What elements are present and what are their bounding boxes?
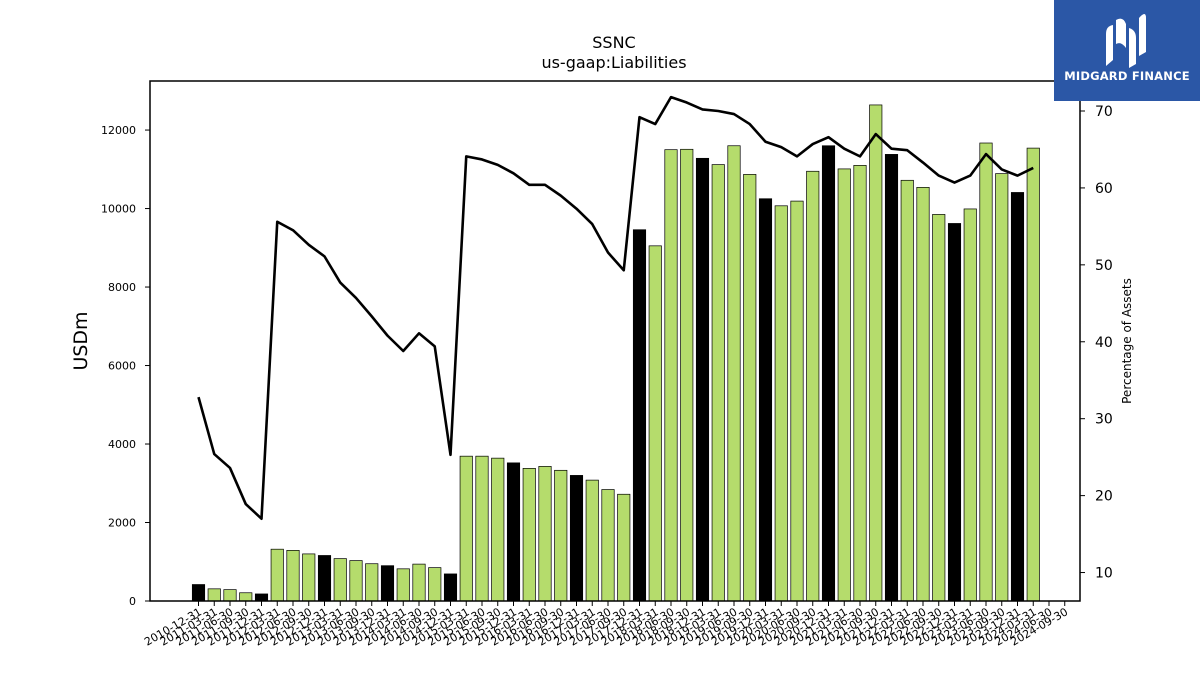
bar — [916, 187, 930, 602]
bar — [632, 229, 647, 602]
bar — [302, 553, 316, 602]
y-tick-label: 4000 — [108, 438, 136, 451]
bar — [239, 592, 253, 602]
percentage-line — [197, 95, 1034, 520]
bar — [995, 173, 1009, 602]
bar — [491, 457, 505, 602]
bar — [412, 563, 426, 602]
bar — [254, 593, 269, 602]
bar — [900, 179, 914, 602]
bar — [585, 479, 599, 602]
bar — [821, 145, 836, 602]
bar — [333, 558, 347, 602]
bar — [207, 588, 221, 602]
bar — [191, 584, 206, 602]
bar — [727, 145, 741, 602]
y-tick-label: 8000 — [108, 281, 136, 294]
y2-tick-label: 70 — [1095, 104, 1113, 120]
chart-subtitle: us-gaap:Liabilities — [541, 53, 686, 72]
plot-frame — [149, 80, 1081, 602]
bar — [223, 589, 237, 602]
y2-tick-label: 10 — [1095, 566, 1113, 582]
bar — [790, 200, 804, 602]
bar — [680, 148, 694, 602]
bar — [443, 573, 458, 602]
bar — [664, 149, 678, 602]
bar — [695, 157, 710, 602]
bar — [317, 555, 332, 602]
y-tick-label: 10000 — [101, 203, 136, 216]
bar — [617, 493, 631, 602]
bar — [711, 164, 725, 602]
bar — [743, 174, 757, 602]
bar — [270, 548, 284, 602]
y2-axis-label: Percentage of Assets — [1120, 278, 1134, 404]
bar — [396, 568, 410, 602]
brand-logo: MIDGARD FINANCE — [1054, 0, 1200, 101]
y-tick-label: 12000 — [101, 124, 136, 137]
y2-tick-label: 20 — [1095, 489, 1113, 505]
bar — [459, 455, 473, 602]
plot-area: 0 2000 4000 6000 8000 10000 12000 10 20 30 40 50 60 7… — [101, 80, 1113, 649]
bar — [774, 205, 788, 602]
bar — [349, 560, 363, 602]
bar — [932, 214, 946, 602]
y-axis-label: USDm — [70, 311, 92, 370]
bar — [1010, 192, 1025, 602]
bar — [365, 563, 379, 602]
y-tick-label: 6000 — [108, 360, 136, 373]
bar — [806, 170, 820, 602]
bar — [947, 223, 962, 602]
chart-title: SSNC — [592, 33, 635, 52]
midgard-finance-logo-icon — [1106, 14, 1146, 68]
bar — [538, 466, 552, 602]
bar — [758, 198, 773, 602]
bar — [522, 468, 536, 602]
bar — [569, 475, 584, 602]
bar — [475, 455, 489, 602]
y-tick-label: 0 — [129, 595, 136, 608]
bar — [963, 208, 977, 602]
y2-tick-label: 60 — [1095, 181, 1113, 197]
bar — [1026, 147, 1040, 602]
bar — [853, 165, 867, 602]
bar — [554, 469, 568, 602]
bar — [837, 168, 851, 602]
bar — [884, 154, 899, 602]
bar — [979, 142, 993, 602]
y2-tick-label: 30 — [1095, 412, 1113, 428]
logo-text: MIDGARD FINANCE — [1064, 69, 1190, 83]
bar — [506, 462, 521, 602]
bar — [380, 565, 395, 602]
bar — [648, 245, 662, 602]
y2-tick-label: 40 — [1095, 335, 1113, 351]
y2-tick-label: 50 — [1095, 258, 1113, 274]
bar — [869, 104, 883, 602]
bar — [428, 567, 442, 602]
y-tick-label: 2000 — [108, 517, 136, 530]
bar — [286, 550, 300, 602]
bar — [601, 489, 615, 602]
